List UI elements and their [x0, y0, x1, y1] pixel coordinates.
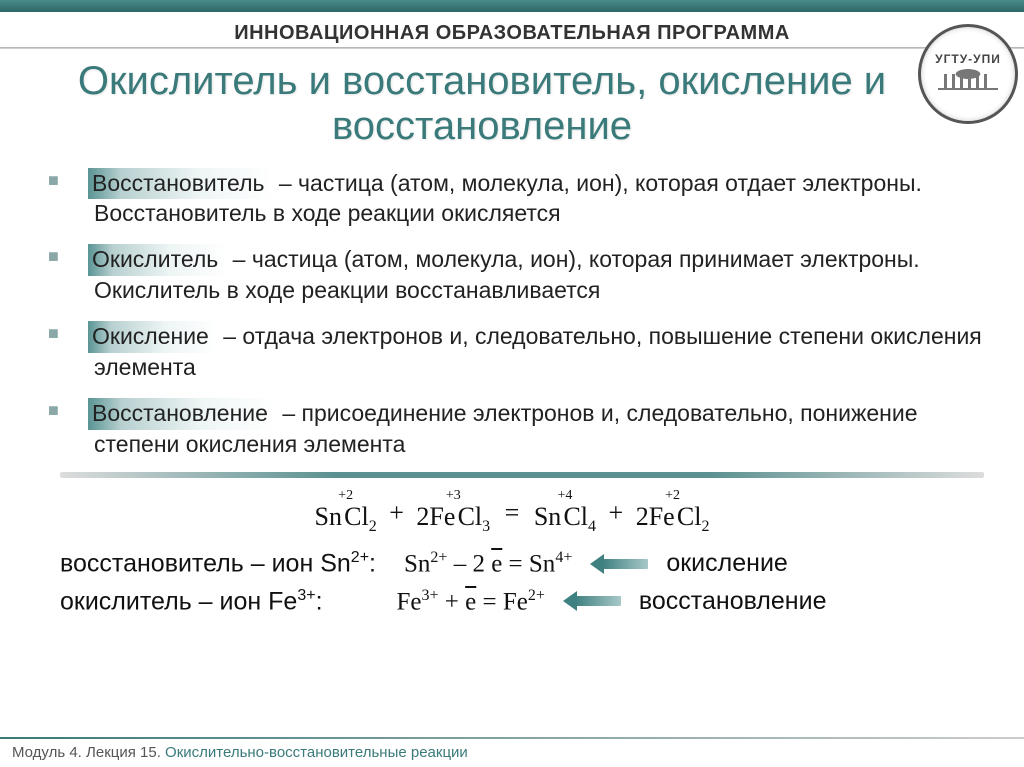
slide-title: Окислитель и восстановитель, окисление и… [0, 53, 1024, 157]
section-label: Окислительно-восстановительные реакции [165, 744, 468, 761]
module-label: Модуль 4. Лекция 15. [12, 744, 165, 761]
list-item: Окисление – отдача электронов и, следова… [70, 316, 984, 387]
process-label: восстановление [639, 587, 827, 616]
logo-text: УГТУ-УПИ [935, 52, 1001, 66]
equation-block: +2 Sn Cl2 + +3 2Fe Cl3 = +4 Sn Cl4 + +2 … [0, 484, 1024, 620]
species: +2 2Fe Cl2 [636, 490, 710, 535]
definition-text: – отдача электронов и, следовательно, по… [94, 323, 982, 379]
logo-building-icon [938, 68, 998, 94]
divider-line [0, 47, 1024, 49]
definitions-list: Восстановитель – частица (атом, молекула… [70, 163, 984, 465]
footer-divider [0, 737, 1024, 739]
half-equation: Sn2+ – 2 e = Sn4+ [404, 549, 572, 578]
species: +4 Sn Cl4 [534, 490, 596, 535]
half-equation: Fe3+ + e = Fe2+ [397, 587, 545, 616]
half-reaction-row: восстановитель – ион Sn2+: Sn2+ – 2 e = … [0, 545, 1024, 582]
plus-sign: + [603, 498, 630, 527]
term: Окисление [88, 321, 217, 352]
list-item: Восстановитель – частица (атом, молекула… [70, 163, 984, 234]
program-name: ИННОВАЦИОННАЯ ОБРАЗОВАТЕЛЬНАЯ ПРОГРАММА [0, 12, 1024, 47]
plus-sign: + [383, 498, 410, 527]
half-reaction-row: окислитель – ион Fe3+: Fe3+ + e = Fe2+ в… [0, 583, 1024, 620]
list-item: Восстановление – присоединение электроно… [70, 393, 984, 464]
equals-sign: = [497, 498, 528, 527]
content-area: Восстановитель – частица (атом, молекула… [0, 157, 1024, 465]
term: Восстановление [88, 398, 276, 429]
top-bar [0, 0, 1024, 12]
term: Восстановитель [88, 168, 272, 199]
university-logo: УГТУ-УПИ [918, 24, 1018, 124]
arrow-left-icon [590, 555, 648, 573]
half-label: восстановитель – ион Sn2+: [60, 549, 376, 578]
arrow-left-icon [563, 592, 621, 610]
list-item: Окислитель – частица (атом, молекула, ио… [70, 239, 984, 310]
footer-text: Модуль 4. Лекция 15. Окислительно-восста… [12, 744, 468, 761]
main-equation: +2 Sn Cl2 + +3 2Fe Cl3 = +4 Sn Cl4 + +2 … [0, 490, 1024, 545]
process-label: окисление [666, 549, 787, 578]
term: Окислитель [88, 244, 226, 275]
species: +3 2Fe Cl3 [416, 490, 490, 535]
section-divider [60, 472, 984, 478]
half-label: окислитель – ион Fe3+: [60, 587, 323, 616]
species: +2 Sn Cl2 [315, 490, 377, 535]
